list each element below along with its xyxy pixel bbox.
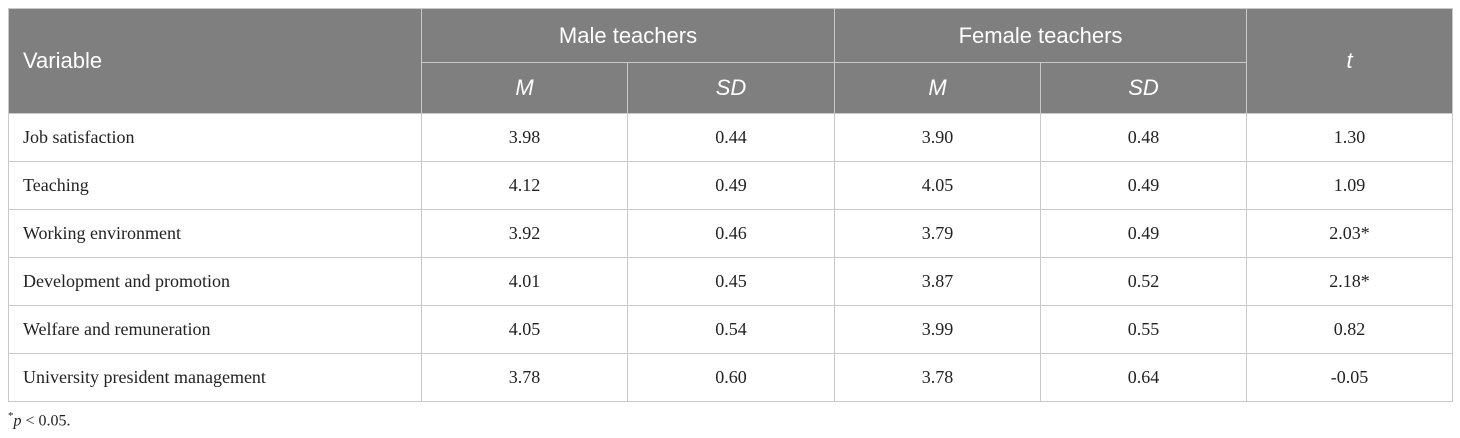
cell: 0.44	[627, 113, 835, 162]
cell: 0.48	[1039, 113, 1248, 162]
cell: 0.60	[627, 353, 835, 402]
cell: 3.92	[421, 209, 628, 258]
sub-header: SD	[1039, 62, 1248, 114]
table-row: Teaching 4.12 0.49 4.05 0.49 1.09	[8, 161, 1454, 210]
table-row: Working environment 3.92 0.46 3.79 0.49 2.03*	[8, 209, 1454, 258]
cell: 0.45	[627, 257, 835, 306]
cell: 3.90	[834, 113, 1041, 162]
cell: 0.49	[1039, 209, 1248, 258]
cell: 0.49	[1039, 161, 1248, 210]
cell: 0.82	[1246, 305, 1454, 354]
cell: 0.54	[627, 305, 835, 354]
cell: 3.99	[834, 305, 1041, 354]
cell: 4.05	[421, 305, 628, 354]
footnote-text: < 0.05.	[21, 412, 71, 430]
table-row: University president management 3.78 0.60 3…	[8, 353, 1454, 402]
sub-header: M	[421, 62, 628, 114]
data-table: Variable Male teachers Female teachers t…	[8, 8, 1454, 402]
row-label: Development and promotion	[8, 257, 422, 306]
cell: 0.49	[627, 161, 835, 210]
cell: -0.05	[1246, 353, 1454, 402]
cell: 2.18*	[1246, 257, 1454, 306]
cell: 1.09	[1246, 161, 1454, 210]
table-body: Job satisfaction 3.98 0.44 3.90 0.48 1.30 Teac…	[8, 113, 1454, 402]
footnote-variable: p	[13, 412, 22, 430]
cell: 3.78	[834, 353, 1041, 402]
header-cell: t	[1246, 8, 1454, 114]
cell: 3.98	[421, 113, 628, 162]
row-label: Working environment	[8, 209, 422, 258]
cell: 2.03*	[1246, 209, 1454, 258]
cell: 4.01	[421, 257, 628, 306]
cell: 1.30	[1246, 113, 1454, 162]
row-label: University president management	[8, 353, 422, 402]
header-cell: Variable	[8, 8, 422, 114]
cell: 3.79	[834, 209, 1041, 258]
footnote: *p < 0.05.	[8, 410, 71, 430]
group-header: Male teachers	[421, 8, 835, 63]
footnote-symbol: *	[8, 410, 14, 422]
sub-header: M	[834, 62, 1041, 114]
cell: 3.78	[421, 353, 628, 402]
row-label: Teaching	[8, 161, 422, 210]
cell: 0.64	[1039, 353, 1248, 402]
cell: 0.52	[1039, 257, 1248, 306]
row-label: Job satisfaction	[8, 113, 422, 162]
table-row: Job satisfaction 3.98 0.44 3.90 0.48 1.30	[8, 113, 1454, 162]
table-row: Welfare and remuneration 4.05 0.54 3.99 0.55…	[8, 305, 1454, 354]
sub-header: SD	[627, 62, 835, 114]
group-header: Female teachers	[833, 8, 1248, 63]
cell: 0.55	[1039, 305, 1248, 354]
cell: 3.87	[834, 257, 1041, 306]
cell: 4.05	[834, 161, 1041, 210]
cell: 0.46	[627, 209, 835, 258]
table-row: Development and promotion 4.01 0.45 3.87 0.5…	[8, 257, 1454, 306]
row-label: Welfare and remuneration	[8, 305, 422, 354]
cell: 4.12	[421, 161, 628, 210]
